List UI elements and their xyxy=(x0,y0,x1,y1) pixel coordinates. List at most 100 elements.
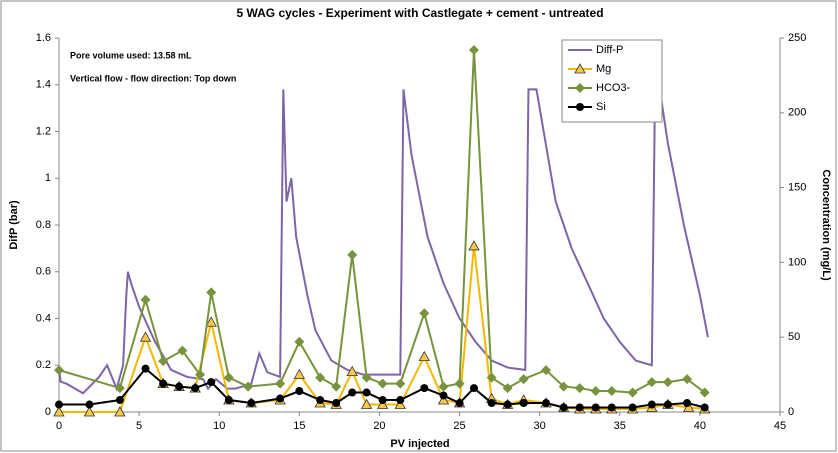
marker xyxy=(276,394,285,403)
marker xyxy=(159,379,168,388)
marker xyxy=(83,406,96,417)
marker xyxy=(591,403,600,412)
marker xyxy=(468,240,480,251)
y-axis-title: DifP (bar) xyxy=(8,200,20,250)
marker xyxy=(378,396,387,405)
marker xyxy=(348,388,357,397)
marker xyxy=(439,391,448,400)
y-tick-label: 1 xyxy=(45,172,51,184)
legend-label: HCO3- xyxy=(596,82,631,94)
marker xyxy=(487,399,496,408)
y-tick-label: 1.4 xyxy=(36,79,51,91)
marker xyxy=(191,384,200,393)
marker xyxy=(194,369,205,380)
marker xyxy=(575,83,585,93)
marker xyxy=(224,396,233,405)
marker xyxy=(469,384,478,393)
marker xyxy=(559,403,568,412)
marker xyxy=(628,403,637,412)
marker xyxy=(682,374,693,385)
marker xyxy=(293,368,306,379)
marker xyxy=(395,378,406,389)
x-tick-label: 40 xyxy=(694,420,706,432)
legend-label: Mg xyxy=(596,63,611,75)
marker xyxy=(627,387,638,398)
marker xyxy=(206,287,217,298)
marker xyxy=(140,294,151,305)
legend-label: Diff-P xyxy=(596,44,623,56)
marker xyxy=(606,386,617,397)
marker xyxy=(519,399,528,408)
marker xyxy=(223,372,234,383)
series-line xyxy=(58,49,706,394)
y-tick-label: 0 xyxy=(45,406,51,418)
marker xyxy=(207,378,216,387)
marker xyxy=(542,399,551,408)
x-tick-label: 35 xyxy=(614,420,626,432)
x-tick-label: 45 xyxy=(774,420,786,432)
x-axis-title: PV injected xyxy=(390,438,449,450)
marker xyxy=(419,308,430,319)
x-tick-label: 0 xyxy=(56,420,62,432)
marker xyxy=(205,316,217,327)
marker xyxy=(699,387,710,398)
marker xyxy=(420,384,429,393)
marker xyxy=(541,365,552,376)
y-tick-label: 0.2 xyxy=(36,359,51,371)
marker xyxy=(646,377,657,388)
y2-tick-label: 200 xyxy=(788,107,806,119)
marker xyxy=(332,399,341,408)
marker xyxy=(360,398,373,409)
marker xyxy=(114,406,126,417)
x-tick-label: 20 xyxy=(373,420,385,432)
y2-tick-label: 250 xyxy=(788,32,806,44)
marker xyxy=(455,399,464,408)
marker xyxy=(700,403,709,412)
marker xyxy=(418,350,430,362)
marker xyxy=(663,400,672,409)
marker xyxy=(158,356,169,367)
marker xyxy=(177,345,188,356)
marker xyxy=(558,381,569,392)
marker xyxy=(361,372,372,383)
y-tick-label: 1.2 xyxy=(36,125,51,137)
marker xyxy=(175,382,184,391)
marker xyxy=(53,406,65,417)
series-line xyxy=(58,88,709,395)
marker xyxy=(682,401,695,412)
y2-tick-label: 50 xyxy=(788,331,800,343)
marker xyxy=(647,400,656,409)
marker xyxy=(315,372,326,383)
x-tick-label: 5 xyxy=(136,420,142,432)
marker xyxy=(139,331,152,342)
marker xyxy=(683,399,692,408)
y-tick-label: 0.6 xyxy=(36,266,51,278)
marker xyxy=(346,365,358,377)
marker xyxy=(607,403,616,412)
y2-tick-label: 0 xyxy=(788,406,794,418)
marker xyxy=(454,378,465,389)
marker xyxy=(438,381,449,392)
y-tick-label: 0.8 xyxy=(36,219,51,231)
marker xyxy=(662,377,673,388)
marker xyxy=(486,372,497,383)
marker xyxy=(247,399,256,408)
marker xyxy=(294,336,305,347)
y-tick-label: 1.6 xyxy=(36,32,51,44)
x-tick-label: 25 xyxy=(453,420,465,432)
marker xyxy=(54,365,64,376)
annotation: Pore volume used: 13.58 mL xyxy=(70,50,192,60)
marker xyxy=(243,381,254,392)
chart-title: 5 WAG cycles - Experiment with Castlegat… xyxy=(236,6,603,20)
x-tick-label: 10 xyxy=(213,420,225,432)
y2-tick-label: 100 xyxy=(788,256,806,268)
legend-label: Si xyxy=(596,101,606,113)
marker xyxy=(575,403,584,412)
marker xyxy=(114,383,125,394)
marker xyxy=(502,383,513,394)
marker xyxy=(590,386,601,397)
marker xyxy=(574,383,585,394)
marker xyxy=(295,387,304,396)
